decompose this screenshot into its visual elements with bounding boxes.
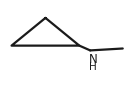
Text: N: N [89,52,97,65]
Text: H: H [89,62,97,72]
